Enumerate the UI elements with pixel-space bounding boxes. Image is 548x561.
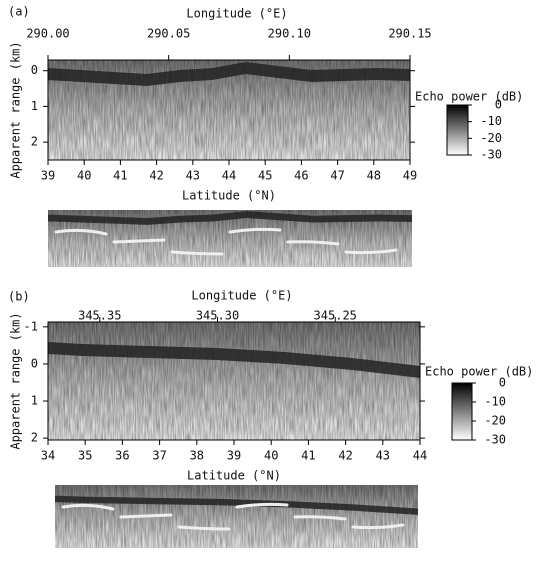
colorbar-title: Echo power (dB) [425,365,533,379]
colorbar-tick-label: -10 [480,114,502,128]
x-axis-title: Latitude (°N) [187,469,281,483]
x-tick-label: 34 [41,449,55,463]
x-tick-label: 44 [413,449,427,463]
x-tick-label: 41 [113,169,127,183]
x-tick-label: 40 [77,169,91,183]
reflector-trace [351,523,405,530]
x-tick-label: 44 [222,169,236,183]
top-tick-label: 290.10 [268,27,311,41]
x-tick-label: 42 [338,449,352,463]
top-tick-label: 290.05 [147,27,190,41]
reflector-trace [293,515,347,521]
top-tick-label: 290.15 [388,27,431,41]
colorbar-tick-label: -30 [480,148,502,162]
reflector-trace [61,503,115,511]
x-tick-label: 46 [294,169,308,183]
x-tick-label: 47 [330,169,344,183]
colorbar [446,104,469,156]
x-tick-label: 45 [258,169,272,183]
top-tick-label: 345.30 [196,309,239,323]
radargram-panel: (a) Longitude (°E) 290.00 290.05 290.10 290.1… [8,5,523,267]
y-tick-label: 2 [31,135,38,149]
colorbar [451,382,473,441]
radar-image-noise [48,322,420,440]
top-tick-label: 345.25 [314,309,357,323]
reflector-trace [119,513,173,519]
colorbar-tick-label: 0 [499,376,506,390]
colorbar-tick-label: -20 [484,414,506,428]
x-axis-title: Latitude (°N) [182,189,276,203]
x-tick-label: 49 [403,169,417,183]
x-tick-label: 36 [115,449,129,463]
reflector-trace [286,240,340,246]
reflector-trace [344,248,398,255]
colorbar-tick-label: 0 [495,98,502,112]
x-tick-label: 38 [190,449,204,463]
radar-image-surface [48,60,410,86]
radargram-panel: (b) Longitude (°E) 345.35 345.30 345.25 34 35 3… [8,289,533,548]
colorbar-tick-label: -10 [484,395,506,409]
y-tick-label: 0 [31,63,38,77]
reflector-trace [112,238,166,244]
top-tick-label: 290.00 [26,27,69,41]
y-tick-label: 2 [31,431,38,445]
y-tick-label: 1 [31,394,38,408]
x-tick-label: 39 [41,169,55,183]
x-tick-label: 43 [376,449,390,463]
y-tick-label: 0 [31,356,38,370]
x-tick-label: 39 [227,449,241,463]
colorbar-tick-label: -30 [484,433,506,447]
x-tick-label: 37 [152,449,166,463]
top-axis-title: Longitude (°E) [191,289,292,303]
panel-label: (b) [8,290,30,304]
x-tick-label: 43 [186,169,200,183]
panel-label: (a) [8,5,30,19]
y-axis-title: Apparent range (km) [9,312,23,449]
reflector-trace [235,502,289,509]
interpreted-image-surface [55,485,418,515]
interpreted-image-noise [55,485,418,548]
interpreted-image-surface [48,210,412,225]
reflector-trace [228,227,282,234]
y-axis-title: Apparent range (km) [9,41,23,178]
reflector-trace [170,250,224,256]
top-tick-label: 345.35 [78,309,121,323]
x-tick-label: 42 [149,169,163,183]
x-tick-label: 41 [301,449,315,463]
colorbar-title: Echo power (dB) [415,90,523,104]
radar-image-surface [48,322,420,378]
x-tick-label: 48 [367,169,381,183]
reflector-trace [54,228,108,236]
x-tick-label: 35 [78,449,92,463]
reflector-trace [177,525,231,531]
x-tick-label: 40 [264,449,278,463]
top-axis-title: Longitude (°E) [186,7,287,21]
y-tick-label: -1 [24,319,38,333]
colorbar-tick-label: -20 [480,131,502,145]
y-tick-label: 1 [31,99,38,113]
